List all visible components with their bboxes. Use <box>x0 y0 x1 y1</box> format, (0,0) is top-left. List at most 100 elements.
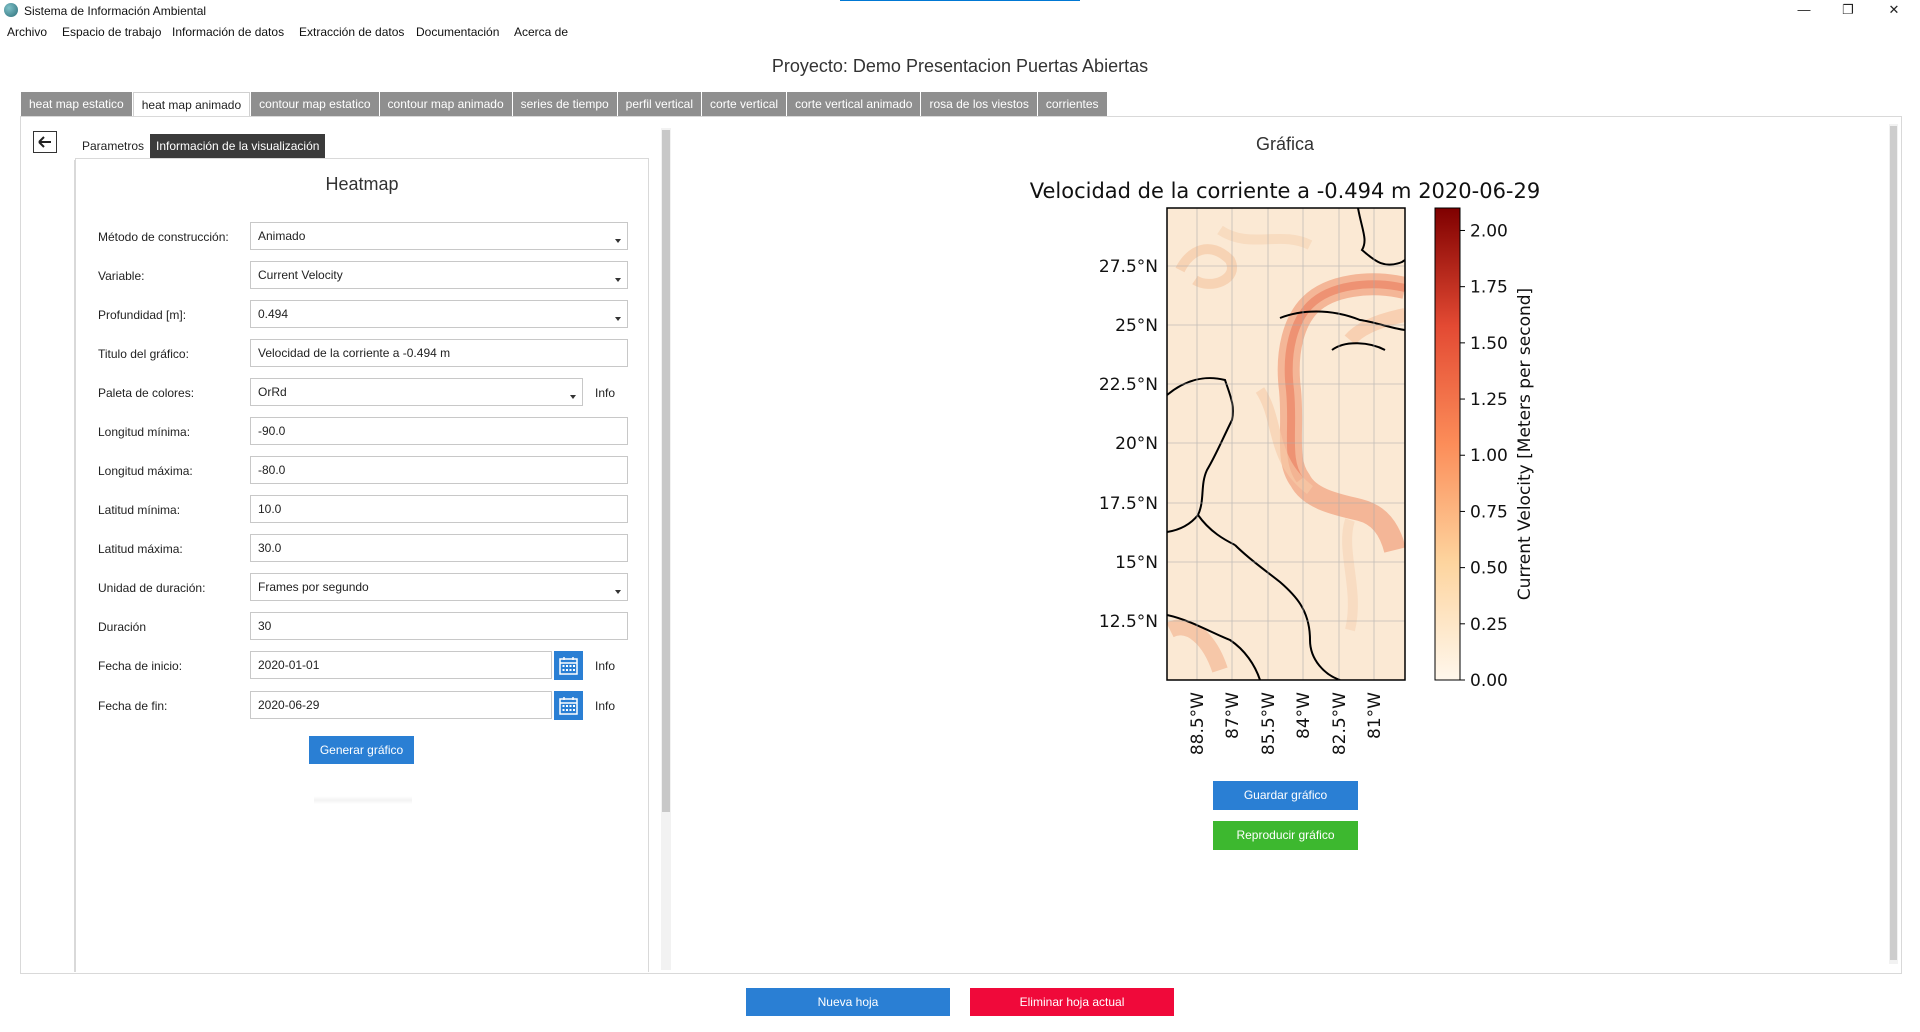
progress-placeholder <box>314 796 412 804</box>
y-tick-label: 27.5°N <box>1099 257 1158 277</box>
colorbar-tick-label: 1.50 <box>1470 334 1508 354</box>
colorbar-tick-label: 1.00 <box>1470 446 1508 466</box>
form-scrollbar-thumb[interactable] <box>662 130 670 812</box>
sub-tabs: Parametros Información de la visualizaci… <box>76 134 326 158</box>
fecha-inicio-input[interactable]: 2020-01-01 <box>250 651 552 679</box>
label-long-min: Longitud mínima: <box>98 425 191 439</box>
nueva-hoja-button[interactable]: Nueva hoja <box>746 988 950 1016</box>
calendar-icon <box>559 697 578 715</box>
coastlines <box>1167 208 1405 680</box>
menu-espacio-de-trabajo[interactable]: Espacio de trabajo <box>62 25 162 39</box>
latitud-minima-input[interactable]: 10.0 <box>250 495 628 523</box>
maximize-button[interactable]: ❐ <box>1842 2 1854 17</box>
colorbar-tick-labels: 0.00 0.25 0.50 0.75 1.00 1.25 1.50 1.75 2.00 <box>1460 221 1508 691</box>
colorbar-tick-label: 0.25 <box>1470 615 1508 635</box>
menu-informacion-de-datos[interactable]: Información de datos <box>172 25 285 39</box>
x-tick-label: 82.5°W <box>1330 692 1350 755</box>
info-fecha-fin-link[interactable]: Info <box>595 699 616 713</box>
fecha-inicio-calendar-button[interactable] <box>554 651 583 680</box>
chart-title: Velocidad de la corriente a -0.494 m 202… <box>1030 179 1541 203</box>
left-divider <box>74 160 75 972</box>
tab-series-de-tiempo[interactable]: series de tiempo <box>512 92 617 116</box>
minimize-button[interactable]: — <box>1797 2 1811 17</box>
x-tick-label: 88.5°W <box>1188 692 1208 755</box>
colorbar-tick-label: 1.25 <box>1470 390 1508 410</box>
y-tick-label: 22.5°N <box>1099 375 1158 395</box>
menu-documentacion[interactable]: Documentación <box>416 25 500 39</box>
tab-corte-vertical-animado[interactable]: corte vertical animado <box>787 92 921 116</box>
guardar-grafico-button[interactable]: Guardar gráfico <box>1213 781 1358 810</box>
colorbar-label: Current Velocity [Meters per second] <box>1515 288 1535 600</box>
subtab-informacion-visualizacion[interactable]: Información de la visualización <box>150 134 326 158</box>
paleta-select[interactable]: OrRd <box>250 378 583 406</box>
info-paleta-link[interactable]: Info <box>595 386 616 400</box>
x-tick-label: 85.5°W <box>1259 692 1279 755</box>
profundidad-select[interactable]: 0.494 <box>250 300 628 328</box>
label-lat-max: Latitud máxima: <box>98 542 183 556</box>
unidad-duracion-select[interactable]: Frames por segundo <box>250 573 628 601</box>
titulo-input[interactable]: Velocidad de la corriente a -0.494 m <box>250 339 628 367</box>
title-accent-line <box>840 0 1080 1</box>
menu-archivo[interactable]: Archivo <box>7 25 48 39</box>
generar-grafico-button[interactable]: Generar gráfico <box>309 736 414 764</box>
tab-heat-map-animado[interactable]: heat map animado <box>132 92 251 116</box>
tab-corrientes[interactable]: corrientes <box>1037 92 1107 116</box>
label-fecha-inicio: Fecha de inicio: <box>98 659 183 673</box>
title-bar: Sistema de Información Ambiental — ❐ ✕ <box>0 0 1920 22</box>
tab-contour-map-animado[interactable]: contour map animado <box>379 92 512 116</box>
tab-rosa-de-los-viestos[interactable]: rosa de los viestos <box>921 92 1037 116</box>
metodo-select[interactable]: Animado <box>250 222 628 250</box>
fecha-fin-calendar-button[interactable] <box>554 691 583 720</box>
y-tick-labels: 27.5°N 25°N 22.5°N 20°N 17.5°N 15°N 12.5°N <box>1099 257 1158 632</box>
tab-contour-map-estatico[interactable]: contour map estatico <box>251 92 379 116</box>
label-long-max: Longitud máxima: <box>98 464 193 478</box>
parameters-panel <box>75 158 649 972</box>
back-arrow-icon <box>38 136 51 148</box>
duracion-input[interactable]: 30 <box>250 612 628 640</box>
colorbar-tick-label: 2.00 <box>1470 221 1508 241</box>
menu-acerca-de[interactable]: Acerca de <box>514 25 569 39</box>
subtab-parametros[interactable]: Parametros <box>76 134 151 158</box>
label-titulo: Titulo del gráfico: <box>98 347 189 361</box>
label-paleta: Paleta de colores: <box>98 386 195 400</box>
label-fecha-fin: Fecha de fin: <box>98 699 168 713</box>
label-metodo: Método de construcción: <box>98 230 229 244</box>
x-tick-labels: 88.5°W 87°W 85.5°W 84°W 82.5°W 81°W <box>1188 692 1385 755</box>
x-tick-label: 81°W <box>1365 692 1385 739</box>
latitud-maxima-input[interactable]: 30.0 <box>250 534 628 562</box>
visualization-tabs: heat map estatico heat map animado conto… <box>21 92 1108 116</box>
label-variable: Variable: <box>98 269 145 283</box>
eliminar-hoja-button[interactable]: Eliminar hoja actual <box>970 988 1174 1016</box>
longitud-minima-input[interactable]: -90.0 <box>250 417 628 445</box>
close-button[interactable]: ✕ <box>1888 2 1900 17</box>
reproducir-grafico-button[interactable]: Reproducir gráfico <box>1213 821 1358 850</box>
variable-select[interactable]: Current Velocity <box>250 261 628 289</box>
heatmap-chart: Velocidad de la corriente a -0.494 m 202… <box>1030 179 1541 755</box>
map-frame <box>1166 207 1406 681</box>
y-tick-label: 17.5°N <box>1099 494 1158 514</box>
heatmap-field <box>1167 208 1405 680</box>
tab-perfil-vertical[interactable]: perfil vertical <box>617 92 702 116</box>
colorbar-tick-label: 1.75 <box>1470 278 1508 298</box>
fecha-fin-input[interactable]: 2020-06-29 <box>250 691 552 719</box>
form-title: Heatmap <box>325 174 399 194</box>
right-scrollbar-thumb[interactable] <box>1890 126 1897 960</box>
label-unidad-duracion: Unidad de duración: <box>98 581 206 595</box>
window-title: Sistema de Información Ambiental <box>24 4 207 18</box>
label-duracion: Duración <box>98 620 147 634</box>
info-fecha-inicio-link[interactable]: Info <box>595 659 616 673</box>
menu-extraccion-de-datos[interactable]: Extracción de datos <box>299 25 405 39</box>
back-arrow-button[interactable] <box>33 131 57 153</box>
grafica-title: Gráfica <box>1255 134 1315 154</box>
menu-bar: Archivo Espacio de trabajo Información d… <box>0 22 1920 42</box>
x-tick-label: 84°W <box>1294 692 1314 739</box>
tab-heat-map-estatico[interactable]: heat map estatico <box>21 92 132 116</box>
colorbar-tick-label: 0.00 <box>1470 671 1508 691</box>
colorbar-tick-label: 0.50 <box>1470 559 1508 579</box>
tab-panel <box>20 116 1902 974</box>
longitud-maxima-input[interactable]: -80.0 <box>250 456 628 484</box>
tab-corte-vertical[interactable]: corte vertical <box>702 92 787 116</box>
y-tick-label: 25°N <box>1115 316 1158 336</box>
y-tick-label: 15°N <box>1115 553 1158 573</box>
map-gridlines <box>1167 208 1405 680</box>
